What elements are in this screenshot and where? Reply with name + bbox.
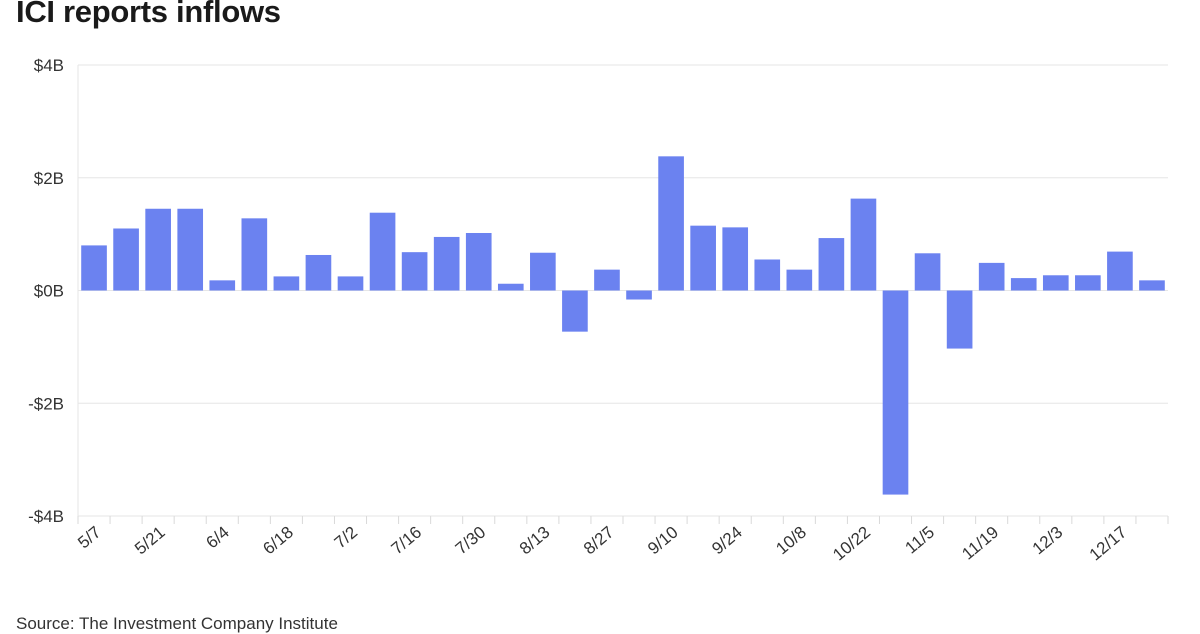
bar [81, 245, 107, 291]
y-tick-label: $2B [34, 169, 64, 188]
bar [273, 276, 300, 291]
bar [497, 283, 524, 291]
bar [433, 236, 460, 291]
y-tick-label: $4B [34, 56, 64, 75]
x-tick-label: 6/4 [203, 523, 233, 553]
x-tick-label: 10/8 [772, 523, 810, 559]
source-note: Source: The Investment Company Institute [16, 614, 338, 633]
bar [594, 269, 620, 291]
y-axis: $4B $2B $0B -$2B -$4B [28, 56, 79, 526]
bar [786, 269, 813, 291]
bar [626, 290, 652, 300]
x-tick-label: 9/10 [644, 523, 682, 559]
bar [1010, 278, 1037, 291]
x-tick-label: 5/7 [74, 523, 104, 553]
bar [1075, 275, 1101, 291]
bar [209, 280, 236, 291]
x-tick-label: 10/22 [829, 523, 874, 565]
bar [978, 262, 1005, 291]
bar [658, 156, 684, 291]
x-tick-label: 12/3 [1029, 523, 1067, 559]
x-axis: 5/7 5/21 6/4 6/18 7/2 7/16 7/30 8/13 8/27 9/10 9/2… [74, 516, 1169, 565]
bar [401, 252, 428, 291]
chart-title: ICI reports inflows [16, 0, 281, 29]
bar [1042, 275, 1069, 291]
y-tick-label: -$4B [28, 507, 64, 526]
bar [145, 208, 171, 291]
bar [241, 218, 268, 291]
x-tick-label: 9/24 [708, 523, 746, 559]
bar [1139, 280, 1165, 291]
bar [850, 198, 877, 291]
bar [722, 227, 749, 291]
y-tick-label: -$2B [28, 394, 64, 413]
bar [113, 228, 139, 291]
bar [914, 253, 941, 291]
x-tick-label: 7/2 [331, 523, 361, 553]
bar [177, 208, 204, 291]
x-tick-label: 6/18 [259, 523, 297, 559]
bar [946, 290, 973, 349]
bar [369, 212, 396, 291]
bar [690, 225, 716, 291]
x-tick-label: 8/13 [516, 523, 554, 559]
bar [818, 238, 845, 291]
bar [305, 254, 332, 291]
bar [337, 276, 364, 291]
bar [562, 290, 588, 332]
x-tick-label: 5/21 [131, 523, 169, 559]
bar [1107, 251, 1133, 291]
bar [465, 232, 492, 291]
x-tick-label: 11/5 [902, 523, 939, 558]
bars [81, 156, 1165, 495]
bar [754, 259, 781, 291]
y-tick-label: $0B [34, 282, 64, 301]
bar [882, 290, 909, 495]
x-tick-label: 7/30 [452, 523, 490, 559]
x-tick-label: 12/17 [1086, 523, 1131, 565]
bar [530, 252, 556, 291]
x-tick-label: 8/27 [580, 523, 618, 559]
x-tick-label: 7/16 [388, 523, 426, 559]
x-tick-label: 11/19 [958, 523, 1002, 564]
